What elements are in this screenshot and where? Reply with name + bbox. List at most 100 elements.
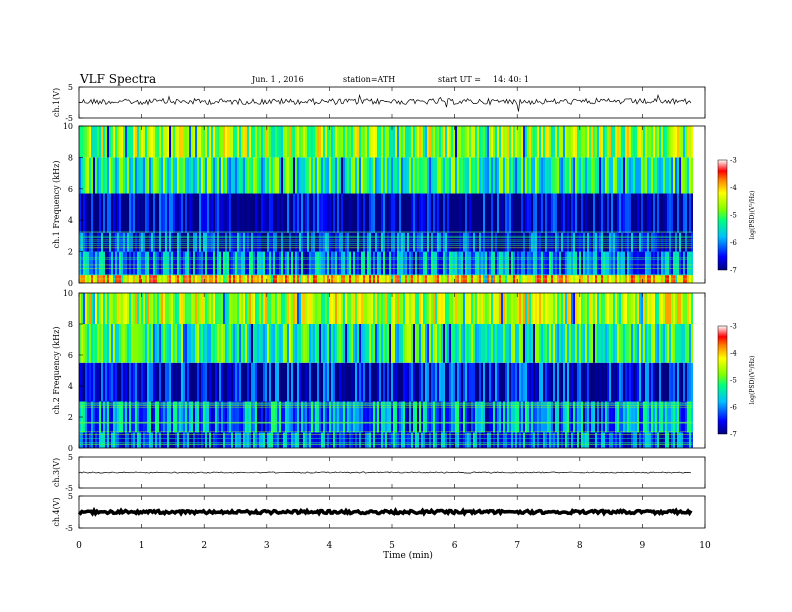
spectrogram-cell	[661, 193, 663, 233]
spectrogram-cell	[523, 324, 525, 363]
spectrogram-cell	[261, 157, 263, 194]
spectrogram-cell	[141, 362, 143, 402]
spectrogram-cell	[581, 362, 583, 402]
spectrogram-cell	[377, 251, 379, 276]
spectrogram-cell	[655, 157, 657, 194]
spectrogram-cell	[143, 157, 145, 194]
spectrogram-cell	[481, 232, 483, 252]
spectrogram-cell	[539, 157, 541, 194]
spectrogram-cell	[191, 126, 193, 158]
spectrogram-cell	[311, 126, 313, 158]
spectrogram-cell	[97, 157, 99, 194]
spectrogram-cell	[97, 193, 99, 233]
spectrogram-cell	[131, 401, 133, 433]
spectrogram-cell	[363, 157, 365, 194]
spectrogram-cell	[343, 157, 345, 194]
spectrogram-cell	[217, 432, 219, 448]
spectrogram-cell	[279, 157, 281, 194]
spectrogram-cell	[375, 157, 377, 194]
spectrogram-cell	[487, 126, 489, 158]
spectrogram-cell	[117, 324, 119, 363]
spectrogram-cell	[397, 232, 399, 252]
spectrogram-cell	[377, 126, 379, 158]
spectrogram-cell	[401, 324, 403, 363]
spectrogram-cell	[139, 324, 141, 363]
spectrogram-cell	[257, 126, 259, 158]
spectrogram-cell	[335, 251, 337, 276]
spectrogram-cell	[463, 193, 465, 233]
spectrogram-cell	[185, 362, 187, 402]
spectrogram-cell	[327, 157, 329, 194]
spectrogram-cell	[501, 193, 503, 233]
spectrogram-cell	[321, 324, 323, 363]
spectrogram-cell	[243, 362, 245, 402]
spectrogram-cell	[393, 157, 395, 194]
spectrogram-cell	[535, 293, 537, 324]
spectrogram-cell	[631, 193, 633, 233]
spectrogram-cell	[661, 251, 663, 276]
spectrogram-cell	[659, 157, 661, 194]
spectrogram-cell	[431, 251, 433, 276]
spectrogram-cell	[295, 126, 297, 158]
spectrogram-cell	[297, 251, 299, 276]
spectrogram-cell	[519, 362, 521, 402]
spectrogram-cell	[157, 293, 159, 324]
spectrogram-cell	[153, 157, 155, 194]
spectrogram-cell	[639, 232, 641, 252]
spectrogram-cell	[393, 432, 395, 448]
spectrogram-cell	[201, 193, 203, 233]
spectrogram-cell	[345, 251, 347, 276]
spectrogram-cell	[691, 232, 693, 252]
spectrogram-cell	[489, 432, 491, 448]
spectrogram-cell	[103, 324, 105, 363]
spectrogram-cell	[411, 193, 413, 233]
spectrogram-cell	[303, 293, 305, 324]
spectrogram-cell	[361, 401, 363, 433]
spectrogram-cell	[315, 293, 317, 324]
spectrogram-cell	[659, 324, 661, 363]
spectrogram-cell	[565, 324, 567, 363]
spectrogram-cell	[229, 362, 231, 402]
spectrogram-cell	[463, 157, 465, 194]
spectrogram-cell	[313, 126, 315, 158]
spectrogram-cell	[207, 401, 209, 433]
spectrogram-cell	[575, 293, 577, 324]
spectrogram-cell	[433, 293, 435, 324]
spectrogram-cell	[565, 362, 567, 402]
spectrogram-cell	[415, 157, 417, 194]
spectrogram-cell	[451, 324, 453, 363]
spectrogram-cell	[599, 193, 601, 233]
spectrogram-cell	[381, 193, 383, 233]
colorbar-tick-label: -6	[730, 239, 737, 247]
spectrogram-cell	[297, 324, 299, 363]
spectrogram-cell	[167, 324, 169, 363]
spectrogram-cell	[357, 232, 359, 252]
spectrogram-cell	[689, 293, 691, 324]
spectrogram-cell	[123, 193, 125, 233]
spectrogram-cell	[165, 362, 167, 402]
spectrogram-cell	[493, 193, 495, 233]
spectrogram-cell	[287, 193, 289, 233]
colorbar-tick-label: -6	[730, 404, 737, 412]
spectrogram-cell	[507, 126, 509, 158]
spectrogram-cell	[79, 324, 81, 363]
spectrogram-cell	[295, 157, 297, 194]
spectrogram-cell	[159, 432, 161, 448]
spectrogram-cell	[545, 324, 547, 363]
spectrogram-cell	[625, 157, 627, 194]
spectrogram-cell	[427, 293, 429, 324]
spectrogram-cell	[173, 193, 175, 233]
spectrogram-cell	[565, 401, 567, 433]
spectrogram-cell	[617, 232, 619, 252]
spectrogram-cell	[589, 324, 591, 363]
spectrogram-cell	[457, 157, 459, 194]
spectrogram-cell	[371, 432, 373, 448]
spectrogram-cell	[637, 193, 639, 233]
spectrogram-cell	[131, 251, 133, 276]
spectrogram-cell	[511, 232, 513, 252]
spectrogram-cell	[401, 157, 403, 194]
spectrogram-cell	[627, 324, 629, 363]
spectrogram-cell	[117, 232, 119, 252]
spectrogram-cell	[85, 193, 87, 233]
spectrogram-cell	[449, 432, 451, 448]
